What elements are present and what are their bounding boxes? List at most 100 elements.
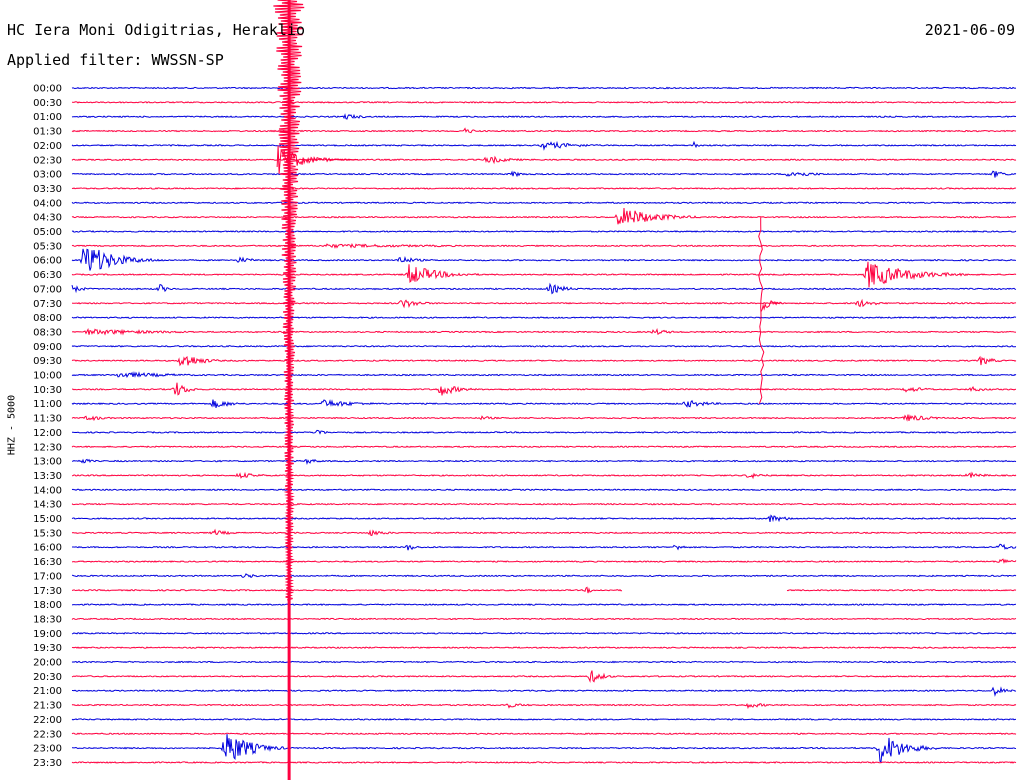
date-label: 2021-06-09 (924, 21, 1015, 39)
trace-line (72, 686, 1017, 697)
trace-line (72, 429, 1017, 435)
time-tick-label: 03:30 (33, 184, 62, 195)
time-tick-label: 20:30 (33, 672, 62, 683)
spike-event (758, 217, 765, 404)
time-tick-label: 23:00 (33, 744, 62, 755)
time-tick-label: 06:00 (33, 256, 62, 267)
trace-line (71, 344, 1017, 348)
time-tick-label: 17:30 (33, 586, 62, 597)
trace-line (71, 528, 1017, 536)
trace-line (71, 113, 1017, 120)
trace-line (71, 414, 1017, 422)
time-tick-label: 18:00 (33, 600, 62, 611)
trace-line (71, 670, 1017, 683)
saturated-trace (287, 0, 291, 780)
quake-onset (276, 145, 359, 174)
time-tick-label: 10:30 (33, 385, 62, 396)
trace-line (71, 155, 1017, 165)
trace-line (71, 703, 1017, 710)
time-tick-label: 17:00 (33, 571, 62, 582)
trace-line (786, 588, 1017, 592)
trace-line (71, 603, 1017, 606)
major-earthquake (273, 0, 359, 780)
time-tick-label: 09:00 (33, 342, 62, 353)
trace-line (71, 316, 1017, 319)
trace-line (71, 248, 1017, 271)
trace-line (71, 632, 1017, 635)
station-title: HC Iera Moni Odigitrias, Heraklio (7, 21, 306, 39)
filter-label: Applied filter: WWSSN-SP (7, 51, 224, 69)
time-tick-label: 07:00 (33, 284, 62, 295)
time-tick-label: 15:00 (33, 514, 62, 525)
time-tick-label: 20:00 (33, 658, 62, 669)
time-tick-label: 00:30 (33, 98, 62, 109)
trace-line (71, 734, 1017, 763)
trace-line (71, 445, 1017, 449)
time-tick-label: 22:00 (33, 715, 62, 726)
trace-line (71, 458, 1017, 466)
time-tick-label: 03:00 (33, 170, 62, 181)
trace-line (71, 170, 1017, 178)
time-tick-label: 07:30 (33, 299, 62, 310)
time-tick-label: 14:00 (33, 485, 62, 496)
trace-line (71, 127, 1017, 134)
time-tick-label: 05:00 (33, 227, 62, 238)
time-tick-label: 21:00 (33, 686, 62, 697)
time-tick-label: 10:00 (33, 371, 62, 382)
time-tick-label: 09:30 (33, 356, 62, 367)
trace-line (71, 243, 1017, 249)
time-tick-label: 02:00 (33, 141, 62, 152)
trace-line (71, 328, 1017, 336)
quake-envelope (273, 0, 305, 601)
time-tick-label: 16:00 (33, 543, 62, 554)
time-tick-label: 02:30 (33, 155, 62, 166)
trace-line (71, 502, 1017, 506)
time-tick-label: 06:30 (33, 270, 62, 281)
time-tick-label: 01:30 (33, 127, 62, 138)
trace-line (71, 261, 1017, 288)
time-tick-label: 16:30 (33, 557, 62, 568)
time-tick-label: 05:30 (33, 241, 62, 252)
trace-line (71, 298, 1017, 309)
trace-line (71, 558, 1017, 564)
time-tick-label: 11:30 (33, 414, 62, 425)
trace-line (71, 488, 1017, 492)
trace-line (71, 617, 1017, 621)
time-tick-label: 11:00 (33, 399, 62, 410)
trace-line (71, 140, 1017, 151)
time-tick-label: 18:30 (33, 614, 62, 625)
trace-line (72, 382, 1017, 396)
trace-line (71, 514, 1017, 523)
spike-coda (760, 300, 783, 312)
trace-line (71, 201, 1017, 205)
trace-line (72, 543, 1017, 551)
time-tick-label: 14:30 (33, 500, 62, 511)
trace-line (71, 471, 1017, 480)
trace-line (71, 732, 1017, 736)
time-tick-label: 12:00 (33, 428, 62, 439)
time-tick-label: 01:00 (33, 112, 62, 123)
time-tick-label: 12:30 (33, 442, 62, 453)
time-tick-label: 19:30 (33, 643, 62, 654)
time-tick-label: 00:00 (33, 84, 62, 95)
time-tick-label: 13:30 (33, 471, 62, 482)
time-tick-label: 08:00 (33, 313, 62, 324)
time-tick-label: 13:00 (33, 457, 62, 468)
trace-line (71, 355, 1017, 367)
trace-line (71, 187, 1017, 190)
time-tick-label: 15:30 (33, 528, 62, 539)
time-tick-label: 08:30 (33, 327, 62, 338)
trace-line (71, 586, 623, 594)
time-tick-label: 21:30 (33, 701, 62, 712)
trace-line (71, 660, 1017, 664)
time-tick-label: 19:00 (33, 629, 62, 640)
time-tick-label: 04:30 (33, 213, 62, 224)
trace-line (71, 207, 1017, 225)
trace-line (71, 718, 1016, 721)
channel-axis-label: HHZ - 5000 (6, 394, 18, 456)
trace-line (71, 86, 1017, 90)
trace-line (71, 101, 1016, 104)
trace-line (71, 646, 1017, 649)
time-tick-label: 22:30 (33, 729, 62, 740)
